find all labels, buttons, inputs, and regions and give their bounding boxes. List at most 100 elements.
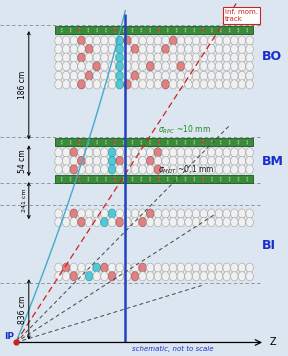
Circle shape xyxy=(101,156,108,166)
Circle shape xyxy=(192,263,200,272)
Text: $\sigma_{MDT}$ ~0,1 mm: $\sigma_{MDT}$ ~0,1 mm xyxy=(158,164,215,176)
Circle shape xyxy=(93,272,101,281)
Circle shape xyxy=(211,177,213,179)
Circle shape xyxy=(237,142,239,145)
Circle shape xyxy=(162,44,169,54)
Circle shape xyxy=(200,156,207,166)
Circle shape xyxy=(93,53,101,62)
Circle shape xyxy=(131,263,139,272)
Circle shape xyxy=(131,156,139,166)
Circle shape xyxy=(62,62,70,71)
Circle shape xyxy=(93,148,101,157)
Circle shape xyxy=(62,209,70,218)
Circle shape xyxy=(167,142,169,145)
Circle shape xyxy=(208,148,215,157)
Circle shape xyxy=(162,71,169,80)
Circle shape xyxy=(108,44,116,54)
Circle shape xyxy=(184,30,186,33)
Circle shape xyxy=(177,218,185,227)
Circle shape xyxy=(167,140,169,142)
Circle shape xyxy=(147,165,154,174)
Circle shape xyxy=(223,62,230,71)
Circle shape xyxy=(220,30,222,33)
Circle shape xyxy=(78,44,85,54)
Circle shape xyxy=(116,71,124,80)
Circle shape xyxy=(139,272,146,281)
Circle shape xyxy=(116,156,124,166)
Circle shape xyxy=(101,36,108,45)
Circle shape xyxy=(238,148,246,157)
Circle shape xyxy=(169,71,177,80)
Circle shape xyxy=(223,71,230,80)
Circle shape xyxy=(61,179,63,182)
Circle shape xyxy=(85,62,93,71)
Circle shape xyxy=(202,142,204,145)
Circle shape xyxy=(238,209,246,218)
Circle shape xyxy=(177,44,185,54)
Circle shape xyxy=(147,80,154,89)
Circle shape xyxy=(211,28,213,30)
Circle shape xyxy=(177,263,185,272)
Circle shape xyxy=(208,44,215,54)
Circle shape xyxy=(124,156,131,166)
Circle shape xyxy=(96,142,98,145)
Circle shape xyxy=(215,80,223,89)
Circle shape xyxy=(220,177,222,179)
Circle shape xyxy=(78,80,85,89)
Circle shape xyxy=(96,177,98,179)
Circle shape xyxy=(246,165,253,174)
Circle shape xyxy=(169,209,177,218)
Circle shape xyxy=(177,209,185,218)
Circle shape xyxy=(200,209,207,218)
Circle shape xyxy=(162,272,169,281)
Circle shape xyxy=(211,30,213,33)
Circle shape xyxy=(124,148,131,157)
Circle shape xyxy=(93,218,101,227)
Circle shape xyxy=(116,209,124,218)
Circle shape xyxy=(211,142,213,145)
Circle shape xyxy=(184,177,186,179)
Circle shape xyxy=(101,218,108,227)
Circle shape xyxy=(139,156,146,166)
Circle shape xyxy=(200,165,207,174)
Circle shape xyxy=(223,218,230,227)
Circle shape xyxy=(231,62,238,71)
Circle shape xyxy=(124,71,131,80)
Circle shape xyxy=(231,156,238,166)
Circle shape xyxy=(162,209,169,218)
Circle shape xyxy=(114,177,116,179)
Circle shape xyxy=(78,177,80,179)
Circle shape xyxy=(123,177,125,179)
Circle shape xyxy=(185,218,192,227)
Circle shape xyxy=(202,177,204,179)
Text: BI: BI xyxy=(262,239,276,252)
Circle shape xyxy=(208,263,215,272)
Circle shape xyxy=(185,165,192,174)
Circle shape xyxy=(200,218,207,227)
Circle shape xyxy=(231,36,238,45)
Circle shape xyxy=(177,53,185,62)
Text: schematic, not to scale: schematic, not to scale xyxy=(132,346,213,352)
Circle shape xyxy=(169,53,177,62)
Circle shape xyxy=(124,165,131,174)
Circle shape xyxy=(223,209,230,218)
Circle shape xyxy=(139,165,146,174)
Circle shape xyxy=(139,44,146,54)
Circle shape xyxy=(238,156,246,166)
Text: inf. mom.
track: inf. mom. track xyxy=(225,9,258,22)
Circle shape xyxy=(208,71,215,80)
Circle shape xyxy=(131,71,139,80)
Circle shape xyxy=(61,28,63,30)
Circle shape xyxy=(185,80,192,89)
Circle shape xyxy=(229,177,231,179)
Circle shape xyxy=(101,165,108,174)
Circle shape xyxy=(78,53,85,62)
Bar xyxy=(55,175,253,183)
Circle shape xyxy=(193,140,195,142)
Circle shape xyxy=(177,156,185,166)
Circle shape xyxy=(208,209,215,218)
Circle shape xyxy=(70,156,77,166)
Text: Z: Z xyxy=(269,337,276,347)
Circle shape xyxy=(177,36,185,45)
Circle shape xyxy=(78,165,85,174)
